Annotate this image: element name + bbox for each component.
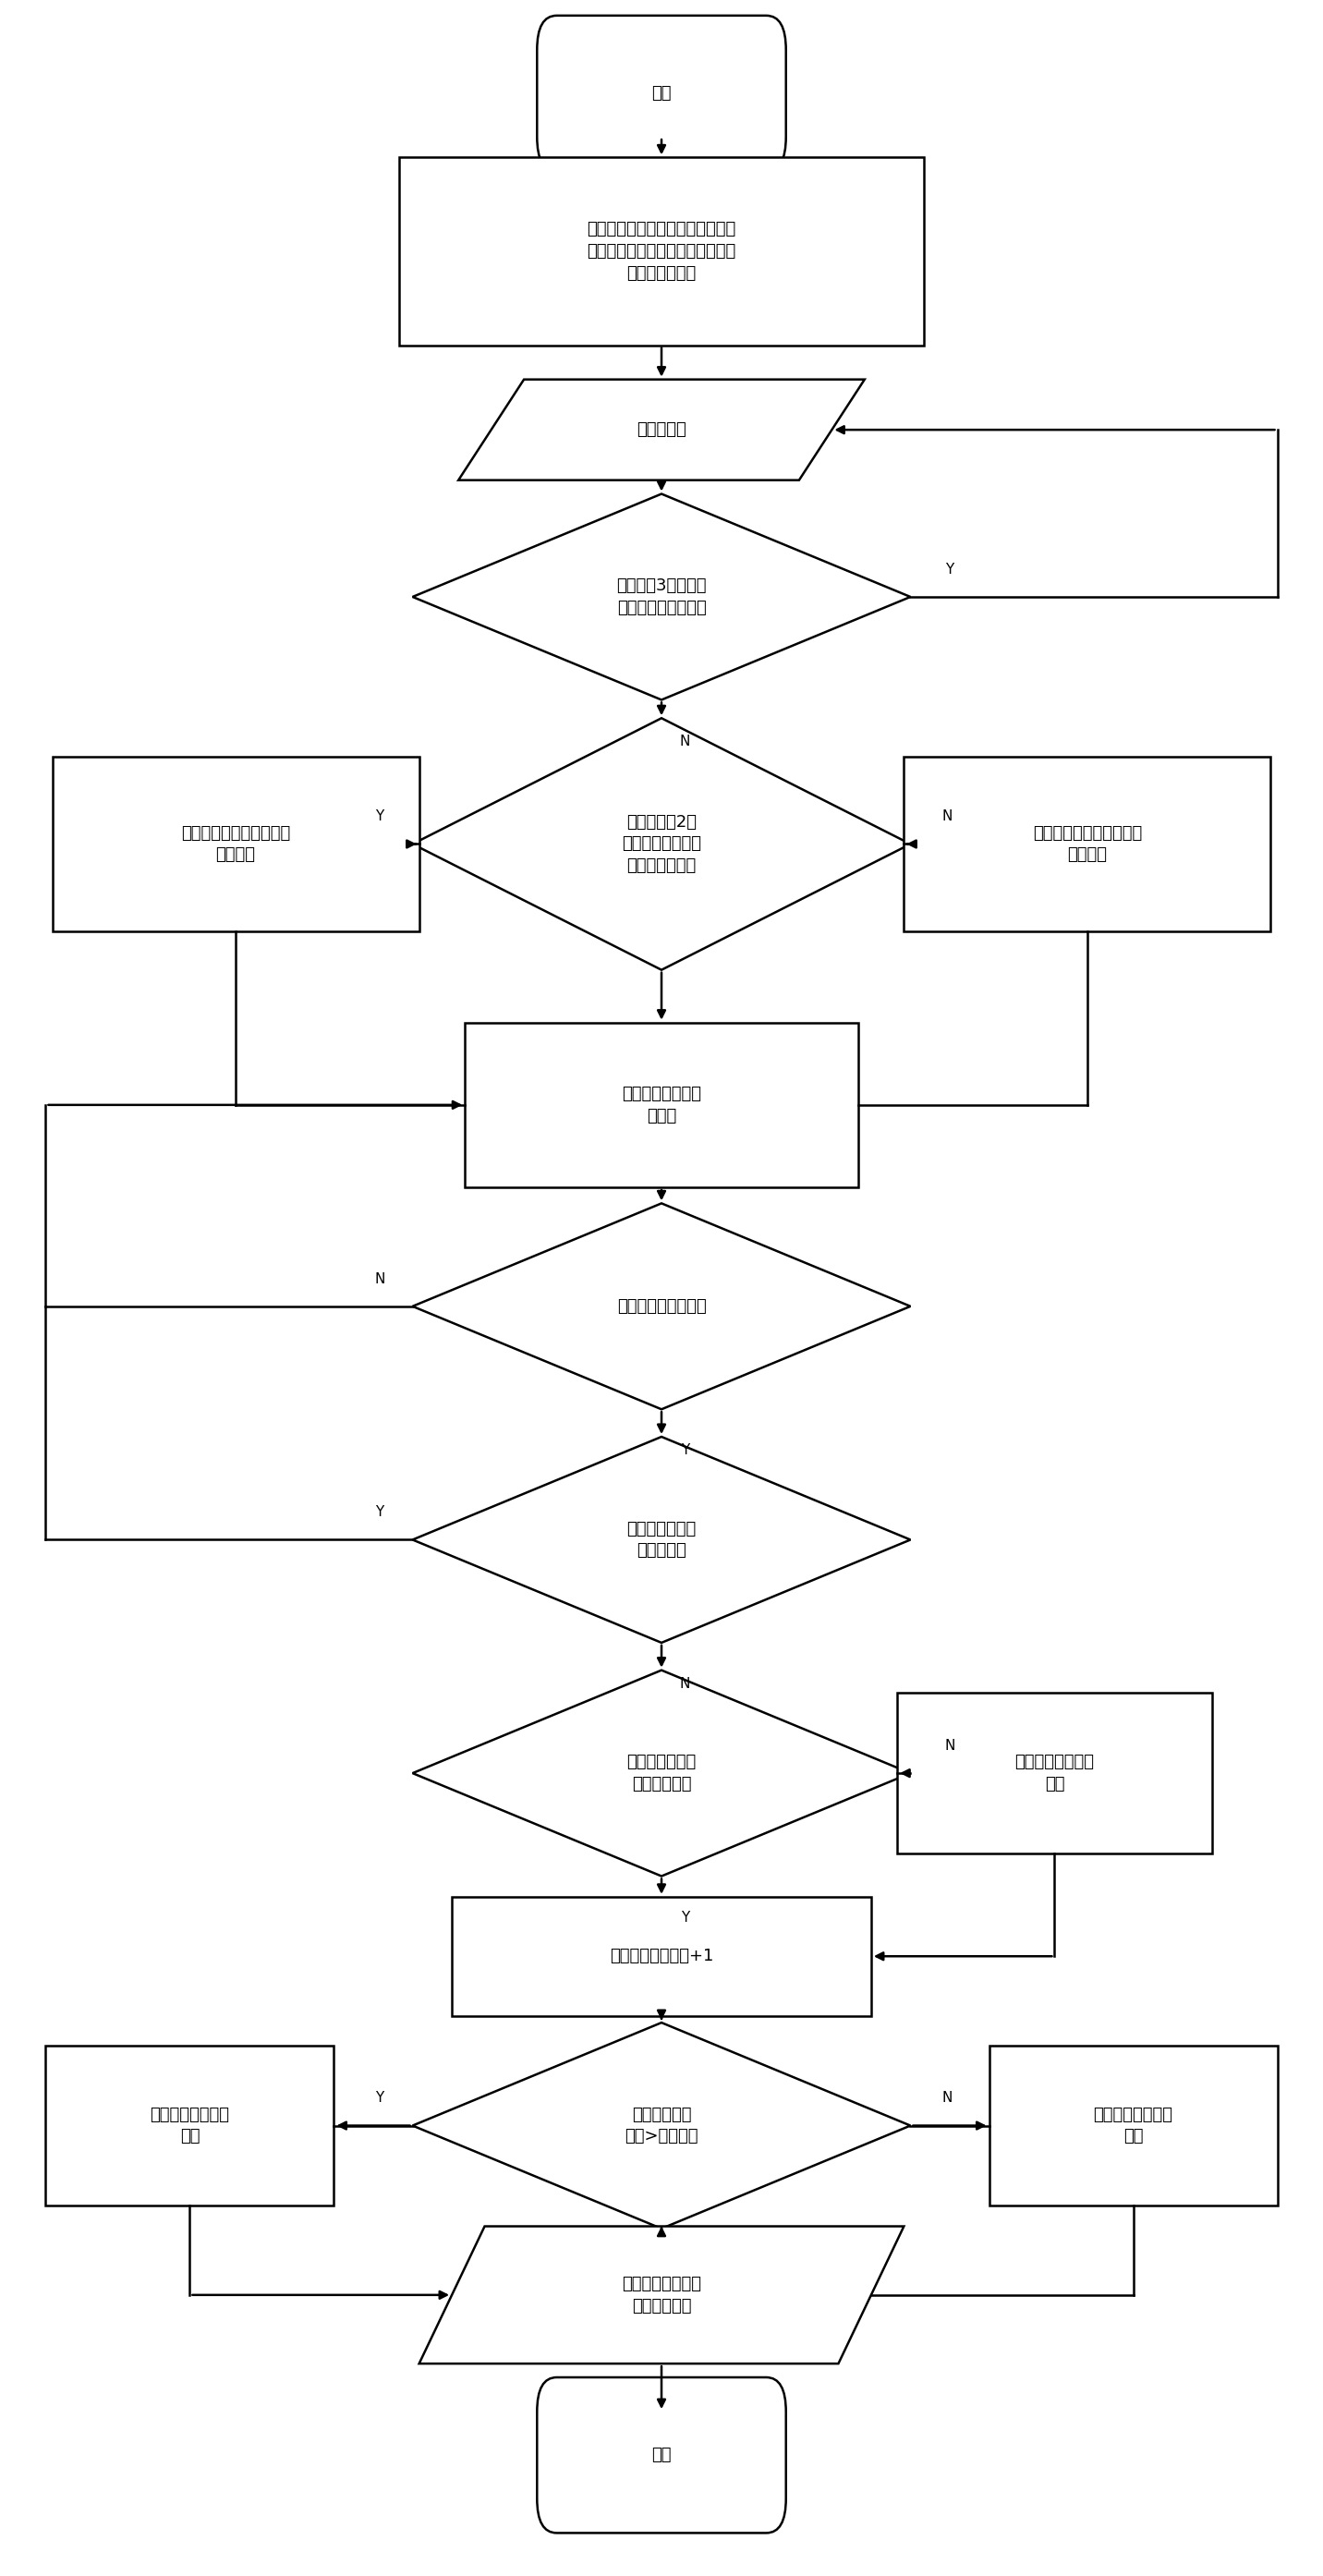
Text: N: N: [680, 734, 691, 747]
Polygon shape: [459, 379, 864, 479]
Bar: [990, 2045, 1277, 2205]
Text: 采样值大于采样
最大值门槛: 采样值大于采样 最大值门槛: [627, 1520, 696, 1558]
Bar: [904, 757, 1270, 930]
Text: Y: Y: [946, 562, 954, 577]
Text: 此采样值曾判为有效: 此采样值曾判为有效: [617, 1298, 706, 1314]
Text: N: N: [680, 1677, 691, 1690]
Text: Y: Y: [376, 1504, 384, 1520]
Text: Y: Y: [376, 2092, 384, 2105]
Polygon shape: [413, 719, 910, 971]
Text: Y: Y: [681, 1911, 689, 1924]
Text: 开始: 开始: [651, 85, 672, 100]
Text: 采样值读入: 采样值读入: [636, 422, 687, 438]
Text: 置移出采样值无效
标志: 置移出采样值无效 标志: [149, 2107, 230, 2146]
Text: N: N: [942, 2092, 953, 2105]
Text: N: N: [945, 1739, 955, 1752]
Polygon shape: [413, 1437, 910, 1643]
Text: 采样值相等计数器+1: 采样值相等计数器+1: [610, 1947, 713, 1965]
Bar: [464, 1023, 859, 1188]
Text: N: N: [374, 1273, 385, 1285]
Bar: [46, 2045, 333, 2205]
Text: 输出缓冲区移出采
样值及其标志: 输出缓冲区移出采 样值及其标志: [622, 2275, 701, 2313]
Text: 移出缓冲区第一个
采样值: 移出缓冲区第一个 采样值: [622, 1084, 701, 1123]
Text: 判缓冲区内各点有效，置
临时标签: 判缓冲区内各点有效，置 临时标签: [181, 824, 290, 863]
Text: N: N: [942, 809, 953, 824]
Bar: [897, 1692, 1212, 1852]
FancyBboxPatch shape: [537, 2378, 786, 2532]
Text: 采样值相等计
数器>计数门槛: 采样值相等计 数器>计数门槛: [624, 2107, 699, 2146]
FancyBboxPatch shape: [537, 15, 786, 170]
Text: 采样值相等计数器
清零: 采样值相等计数器 清零: [1015, 1754, 1094, 1793]
Polygon shape: [413, 2022, 910, 2228]
Text: 缓冲区内3点采样值
均小于最小精工门槛: 缓冲区内3点采样值 均小于最小精工门槛: [617, 577, 706, 616]
Polygon shape: [413, 495, 910, 701]
Polygon shape: [413, 1203, 910, 1409]
Text: 缓冲区内第2个
采样值的前、后向
差分相等性判断: 缓冲区内第2个 采样值的前、后向 差分相等性判断: [622, 814, 701, 873]
Text: 判缓冲区内各点无效，置
临时标签: 判缓冲区内各点无效，置 临时标签: [1033, 824, 1142, 863]
Text: 当前采样值等于
前一点采样值: 当前采样值等于 前一点采样值: [627, 1754, 696, 1793]
Text: Y: Y: [681, 1443, 689, 1458]
Bar: [53, 757, 419, 930]
Text: 结束: 结束: [651, 2447, 672, 2463]
Polygon shape: [413, 1669, 910, 1875]
Text: 置移出采样值有效
标志: 置移出采样值有效 标志: [1093, 2107, 1174, 2146]
Text: 设置采样最大值门槛，最小精工门
槛，计算差分误差门槛，采样值连
续相等计数门槛: 设置采样最大值门槛，最小精工门 槛，计算差分误差门槛，采样值连 续相等计数门槛: [587, 222, 736, 281]
Bar: [400, 157, 923, 345]
Bar: [452, 1896, 871, 2017]
Polygon shape: [419, 2226, 904, 2365]
Text: Y: Y: [376, 809, 384, 824]
